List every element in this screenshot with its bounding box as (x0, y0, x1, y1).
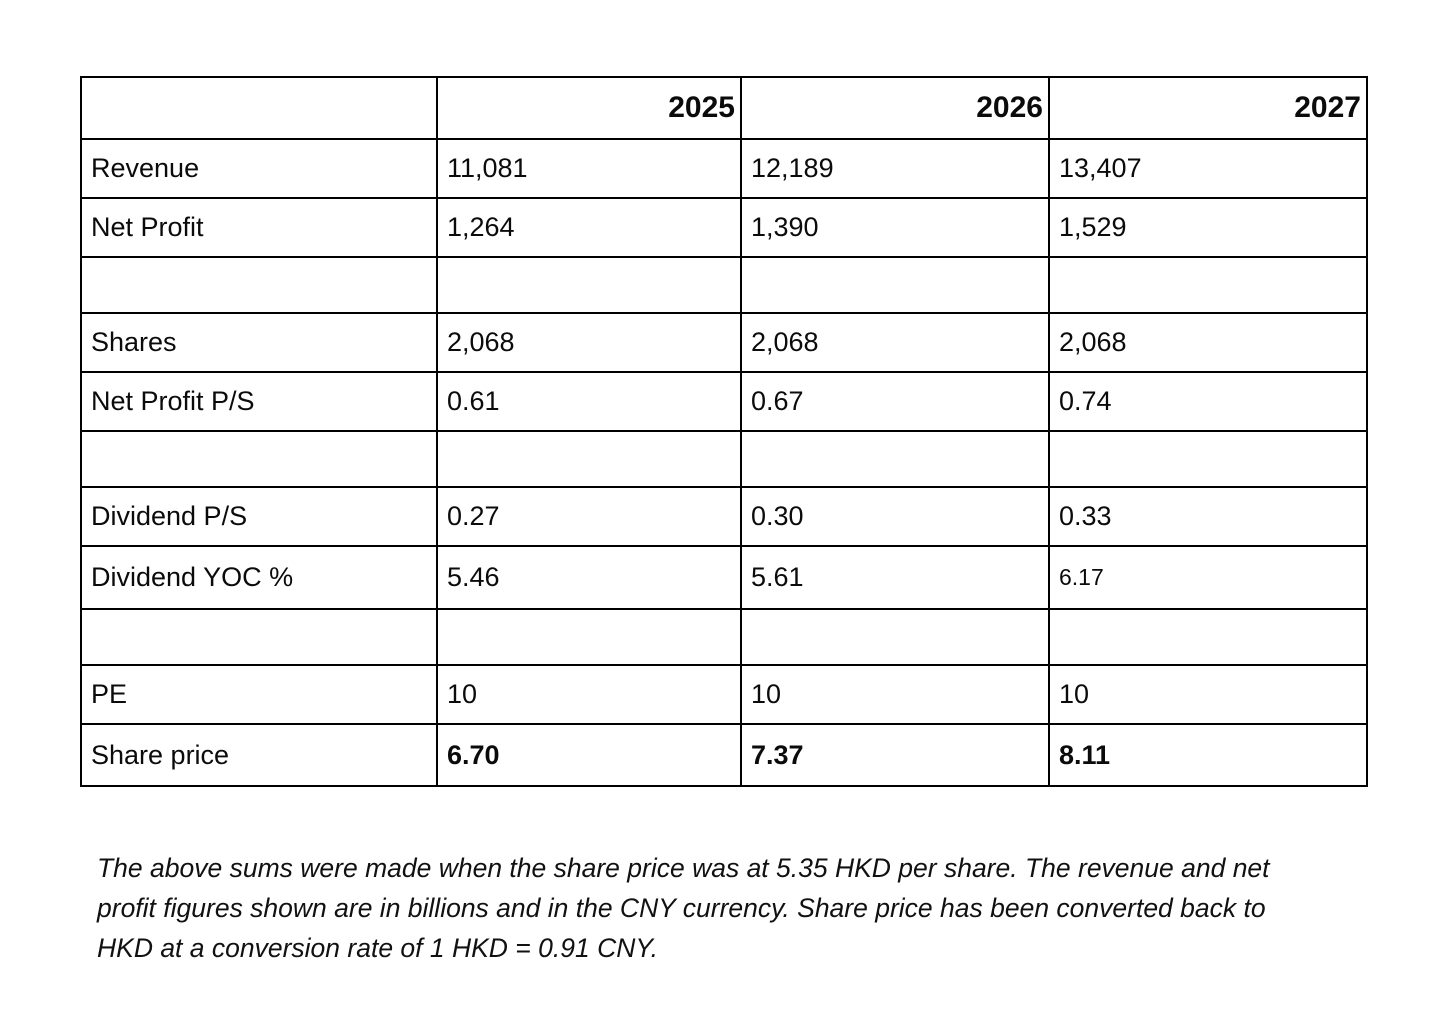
value-cell: 0.61 (436, 371, 742, 432)
value-cell: 1,264 (436, 197, 742, 258)
empty-cell (740, 256, 1050, 314)
value-cell: 1,529 (1048, 197, 1368, 258)
value-cell: 0.74 (1048, 371, 1368, 432)
empty-cell (1048, 256, 1368, 314)
value-cell: 10 (740, 664, 1050, 725)
value-cell: 8.11 (1048, 723, 1368, 787)
table-row-pe: PE 10 10 10 (80, 664, 1368, 725)
row-label: Net Profit (80, 197, 438, 258)
header-year-2027: 2027 (1048, 76, 1368, 140)
table-row-net-profit-ps: Net Profit P/S 0.61 0.67 0.74 (80, 371, 1368, 432)
value-cell: 12,189 (740, 138, 1050, 199)
value-cell: 7.37 (740, 723, 1050, 787)
value-cell: 5.61 (740, 545, 1050, 610)
empty-cell (740, 608, 1050, 666)
row-label: Share price (80, 723, 438, 787)
empty-cell (740, 430, 1050, 488)
row-label: Dividend YOC % (80, 545, 438, 610)
table-header-row: 2025 2026 2027 (80, 76, 1368, 140)
value-cell: 6.17 (1048, 545, 1368, 610)
value-cell: 2,068 (740, 312, 1050, 373)
row-label: PE (80, 664, 438, 725)
table-row-net-profit: Net Profit 1,264 1,390 1,529 (80, 197, 1368, 258)
header-year-2026: 2026 (740, 76, 1050, 140)
value-cell: 0.30 (740, 486, 1050, 547)
value-cell: 6.70 (436, 723, 742, 787)
value-cell: 5.46 (436, 545, 742, 610)
footnote-text: The above sums were made when the share … (97, 853, 1270, 963)
row-label: Dividend P/S (80, 486, 438, 547)
table-row-dividend-ps: Dividend P/S 0.27 0.30 0.33 (80, 486, 1368, 547)
table-row-shares: Shares 2,068 2,068 2,068 (80, 312, 1368, 373)
empty-cell (436, 608, 742, 666)
value-cell: 10 (436, 664, 742, 725)
value-cell: 1,390 (740, 197, 1050, 258)
value-cell: 0.27 (436, 486, 742, 547)
empty-cell (436, 430, 742, 488)
table-row-spacer (80, 256, 1368, 314)
value-cell: 13,407 (1048, 138, 1368, 199)
empty-cell (1048, 608, 1368, 666)
value-cell: 11,081 (436, 138, 742, 199)
table-row-spacer (80, 430, 1368, 488)
header-corner-cell (80, 76, 438, 140)
empty-cell (80, 608, 438, 666)
value-cell: 0.33 (1048, 486, 1368, 547)
empty-cell (80, 430, 438, 488)
table-row-dividend-yoc: Dividend YOC % 5.46 5.61 6.17 (80, 545, 1368, 610)
table-row-share-price: Share price 6.70 7.37 8.11 (80, 723, 1368, 787)
row-label: Net Profit P/S (80, 371, 438, 432)
financial-projection-table: 2025 2026 2027 Revenue 11,081 12,189 13,… (80, 76, 1368, 787)
empty-cell (80, 256, 438, 314)
row-label: Revenue (80, 138, 438, 199)
empty-cell (1048, 430, 1368, 488)
value-cell: 10 (1048, 664, 1368, 725)
table-row-spacer (80, 608, 1368, 666)
table-row-revenue: Revenue 11,081 12,189 13,407 (80, 138, 1368, 199)
value-cell: 0.67 (740, 371, 1050, 432)
row-label: Shares (80, 312, 438, 373)
empty-cell (436, 256, 742, 314)
header-year-2025: 2025 (436, 76, 742, 140)
value-cell: 2,068 (436, 312, 742, 373)
value-cell: 2,068 (1048, 312, 1368, 373)
